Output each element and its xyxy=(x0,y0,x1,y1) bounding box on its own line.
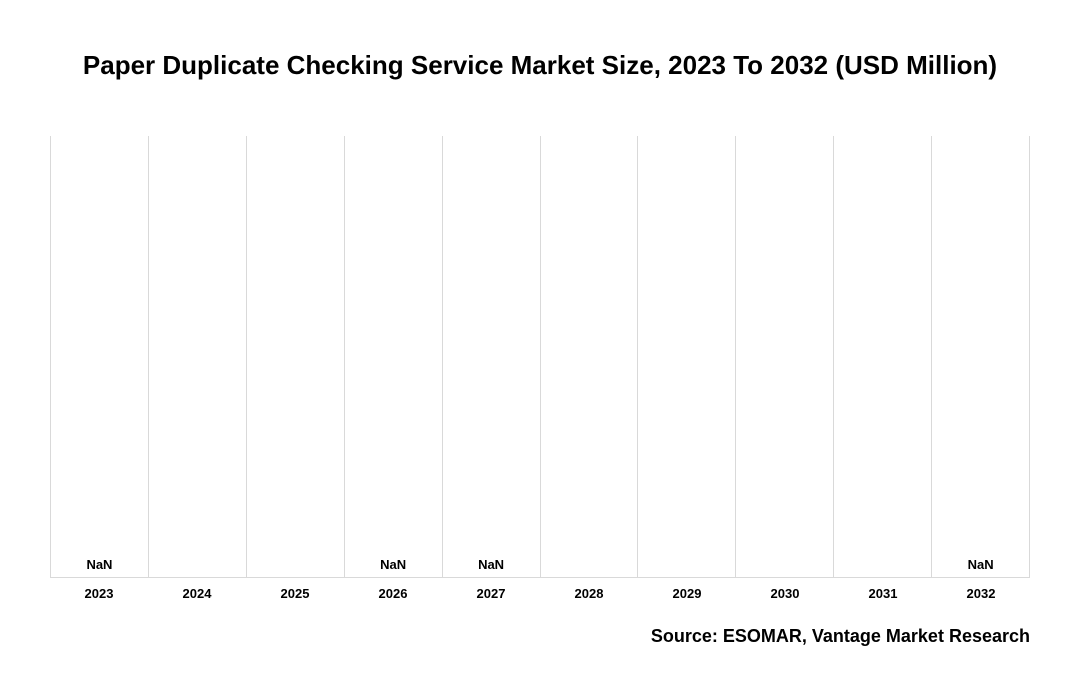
x-tick-label: 2029 xyxy=(638,586,736,601)
bar-col xyxy=(247,136,345,577)
bar-col xyxy=(834,136,932,577)
chart-container: Paper Duplicate Checking Service Market … xyxy=(50,50,1030,647)
x-tick-label: 2024 xyxy=(148,586,246,601)
x-axis: 2023 2024 2025 2026 2027 2028 2029 2030 … xyxy=(50,586,1030,601)
x-tick-label: 2027 xyxy=(442,586,540,601)
chart-title: Paper Duplicate Checking Service Market … xyxy=(50,50,1030,81)
x-tick-label: 2025 xyxy=(246,586,344,601)
bar-col: NaN xyxy=(345,136,443,577)
bar-col xyxy=(736,136,834,577)
bar-value-label: NaN xyxy=(345,557,442,572)
x-tick-label: 2028 xyxy=(540,586,638,601)
bar-col: NaN xyxy=(932,136,1030,577)
bar-col: NaN xyxy=(51,136,149,577)
bar-value-label: NaN xyxy=(932,557,1029,572)
plot-area: NaN NaN NaN NaN xyxy=(50,136,1030,578)
x-tick-label: 2026 xyxy=(344,586,442,601)
bar-value-label: NaN xyxy=(51,557,148,572)
bar-value-label: NaN xyxy=(443,557,540,572)
source-attribution: Source: ESOMAR, Vantage Market Research xyxy=(50,626,1030,647)
bar-col xyxy=(149,136,247,577)
bar-col: NaN xyxy=(443,136,541,577)
bar-col xyxy=(541,136,639,577)
x-tick-label: 2023 xyxy=(50,586,148,601)
bar-col xyxy=(638,136,736,577)
x-tick-label: 2030 xyxy=(736,586,834,601)
x-tick-label: 2031 xyxy=(834,586,932,601)
x-tick-label: 2032 xyxy=(932,586,1030,601)
